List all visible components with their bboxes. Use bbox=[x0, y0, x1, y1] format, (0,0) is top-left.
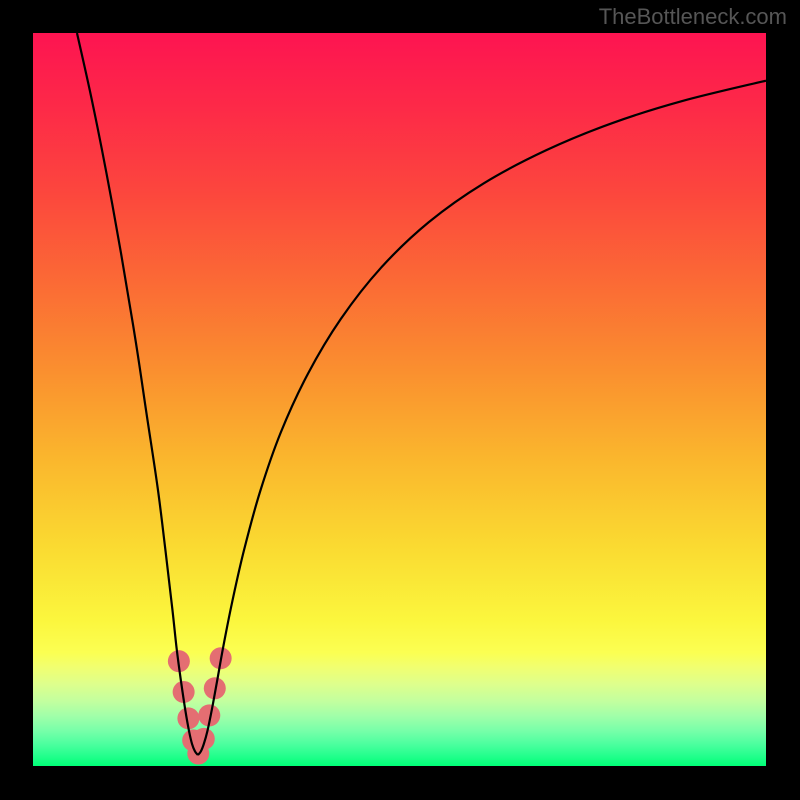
chart-svg bbox=[33, 33, 766, 766]
curve-left bbox=[77, 33, 198, 755]
marker-group bbox=[168, 647, 232, 764]
plot-area bbox=[33, 33, 766, 766]
curve-right bbox=[198, 81, 766, 755]
watermark-text: TheBottleneck.com bbox=[599, 4, 787, 30]
